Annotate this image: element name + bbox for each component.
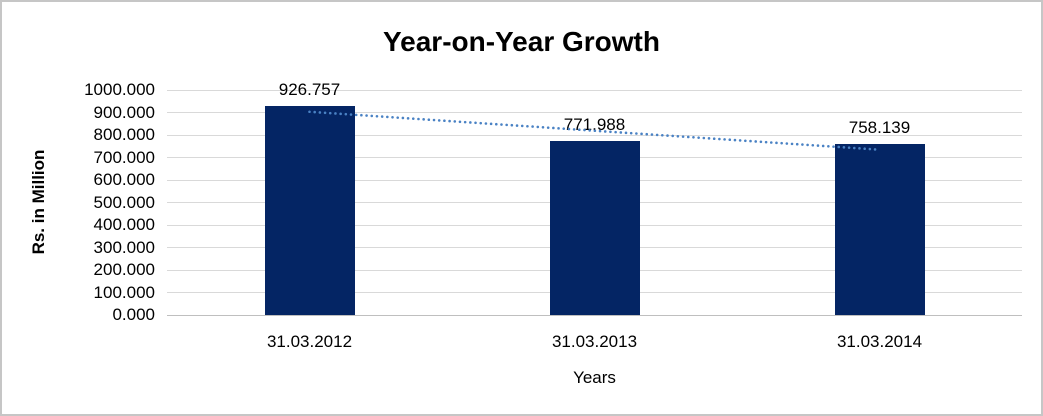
y-tick-label: 0.000 (112, 305, 155, 324)
bar (549, 141, 640, 315)
y-tick-label: 500.000 (93, 192, 155, 212)
x-tick-label: 31.03.2013 (551, 332, 638, 351)
data-label: 758.139 (848, 118, 911, 138)
y-tick-label: 900.000 (93, 102, 155, 122)
x-tick-label: 31.03.2014 (836, 332, 923, 351)
y-tick-label: 800.000 (93, 125, 155, 144)
chart-title: Year-on-Year Growth (383, 26, 660, 57)
bar (834, 144, 925, 315)
data-label: 771.988 (563, 115, 626, 135)
y-tick-label: 100.000 (93, 282, 155, 302)
y-tick-label: 400.000 (93, 215, 155, 234)
y-tick-label: 600.000 (93, 170, 155, 189)
gridline (167, 89, 1022, 91)
y-tick-label: 300.000 (93, 237, 155, 257)
x-tick-label: 31.03.2012 (266, 332, 353, 351)
y-tick-label: 1000.000 (84, 80, 155, 99)
y-tick-label: 200.000 (93, 260, 155, 279)
data-label: 926.757 (278, 80, 341, 100)
y-tick-label: 700.000 (93, 147, 155, 167)
bar (264, 106, 355, 315)
x-axis-title: Years (573, 368, 616, 387)
x-axis-line (167, 314, 1022, 316)
